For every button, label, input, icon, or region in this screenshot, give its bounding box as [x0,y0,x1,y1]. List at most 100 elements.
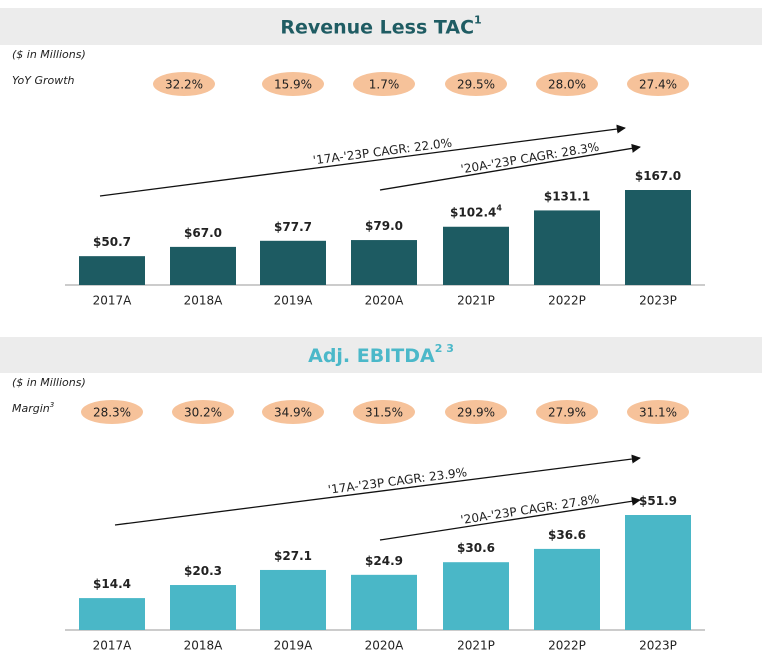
x-tick-label: 2019A [274,294,314,308]
pill-label: 31.1% [639,406,677,420]
value-label: $14.4 [93,577,131,591]
row-label: Margin3 [12,401,54,415]
pill-label: 29.9% [457,406,495,420]
value-label: $167.0 [635,169,681,183]
x-tick-label: 2021P [457,639,495,653]
pill [81,400,143,424]
cagr-arrow [379,143,641,191]
pill-label: 28.3% [93,406,131,420]
pill-label: 27.4% [639,78,677,92]
pill [153,72,215,96]
value-text: $36.6 [548,527,586,541]
unit-label: ($ in Millions) [12,48,86,61]
title-text: Revenue Less TAC [280,16,474,38]
pill [445,400,507,424]
value-label: $24.9 [365,553,403,567]
bar [625,515,691,630]
bar [351,240,417,285]
x-tick-label: 2020A [365,639,405,653]
row-label: YoY Growth [12,74,75,87]
title-text: Adj. EBITDA [308,345,435,367]
bar [170,585,236,630]
chart-title: Revenue Less TAC1 [280,14,481,39]
row-label-text: YoY Growth [12,74,75,87]
value-text: $24.9 [365,553,403,567]
bar [260,569,326,630]
bar [443,226,509,285]
pill [262,400,324,424]
bar [534,210,600,285]
value-text: $67.0 [184,225,222,239]
value-label: $20.3 [184,564,222,578]
pill [353,72,415,96]
pill-label: 27.9% [548,406,586,420]
value-label: $79.0 [365,219,403,233]
cagr-arrow [379,496,641,541]
pill-label: 34.9% [274,406,312,420]
cagr-arrow [99,124,626,197]
x-tick-label: 2020A [365,294,405,308]
value-label: $51.9 [639,494,677,508]
value-text: $50.7 [93,235,131,249]
cagr-label: '17A-'23P CAGR: 22.0% [312,136,453,168]
x-tick-label: 2023P [639,639,677,653]
value-text: $77.7 [274,219,312,233]
value-text: $14.4 [93,577,131,591]
x-tick-label: 2017A [93,294,133,308]
value-text: $20.3 [184,564,222,578]
row-label-note: 3 [50,401,54,409]
x-tick-label: 2017A [93,639,133,653]
x-tick-label: 2019A [274,639,314,653]
bar [443,562,509,630]
value-note: 4 [496,203,502,212]
value-text: $167.0 [635,169,681,183]
x-tick-label: 2022P [548,639,586,653]
bar [260,240,326,285]
x-tick-label: 2021P [457,294,495,308]
title-note: 1 [474,14,482,27]
value-label: $67.0 [184,225,222,239]
value-label: $27.1 [274,548,312,562]
bar [534,548,600,630]
value-label: $77.7 [274,219,312,233]
value-text: $27.1 [274,548,312,562]
unit-label: ($ in Millions) [12,376,86,389]
value-text: $79.0 [365,219,403,233]
value-text: $30.6 [457,541,495,555]
cagr-arrow [114,454,641,526]
x-tick-label: 2018A [184,294,224,308]
value-label: $36.6 [548,527,586,541]
value-text: $131.1 [544,189,590,203]
pill-label: 29.5% [457,78,495,92]
bar [351,574,417,630]
pill [536,72,598,96]
value-label: $102.44 [450,203,502,219]
value-label: $131.1 [544,189,590,203]
header-band [0,8,762,45]
pill [172,400,234,424]
bar [79,256,145,285]
pill [262,72,324,96]
cagr-label: '17A-'23P CAGR: 23.9% [327,465,468,497]
pill-label: 31.5% [365,406,403,420]
value-text: $51.9 [639,494,677,508]
pill [353,400,415,424]
cagr-label: '20A-'23P CAGR: 28.3% [460,140,601,177]
header-band [0,337,762,373]
row-label-text: Margin [12,402,50,415]
value-text: $102.4 [450,205,496,219]
value-label: $30.6 [457,541,495,555]
bar [79,598,145,630]
pill-label: 15.9% [274,78,312,92]
x-tick-label: 2018A [184,639,224,653]
pill [627,72,689,96]
bar [625,190,691,285]
pill-label: 30.2% [184,406,222,420]
pill [536,400,598,424]
value-label: $50.7 [93,235,131,249]
x-tick-label: 2022P [548,294,586,308]
bar [170,246,236,285]
pill-label: 32.2% [165,78,203,92]
